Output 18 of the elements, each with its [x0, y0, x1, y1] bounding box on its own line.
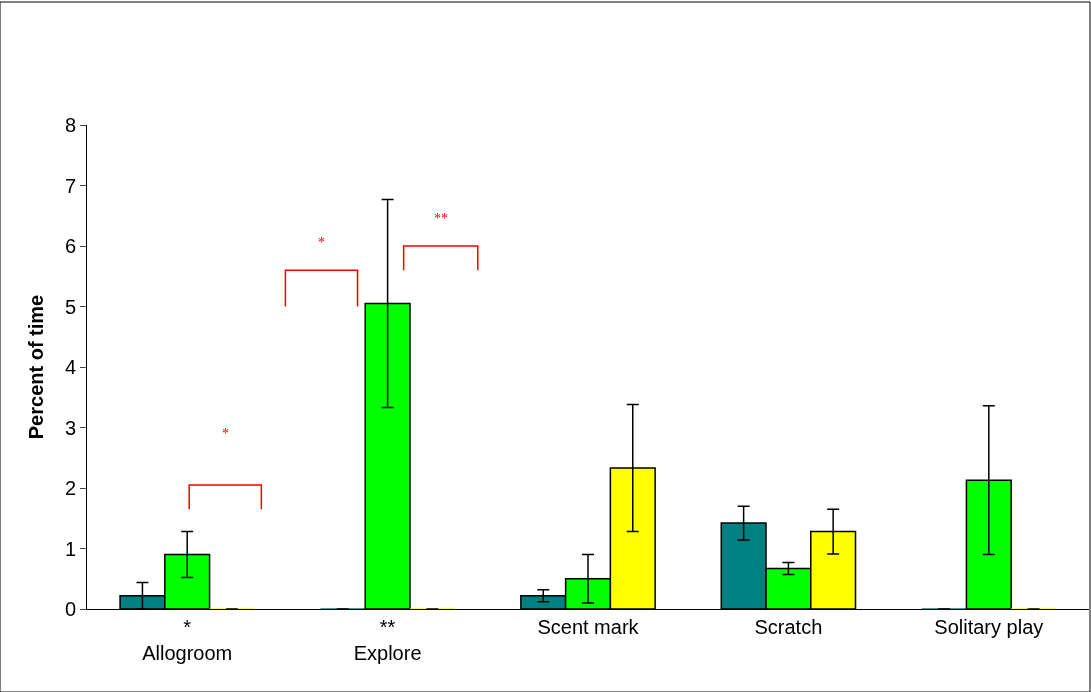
y-tick-label: 5 — [64, 295, 76, 318]
annotation: * — [222, 426, 229, 441]
x-tick-label: Solitary play — [934, 616, 1044, 638]
annotation: * — [318, 235, 325, 250]
x-tick-label: Scent mark — [537, 616, 640, 638]
x-tick-label: Scratch — [754, 616, 823, 638]
y-tick-label: 6 — [64, 235, 76, 257]
y-tick-label: 4 — [64, 356, 76, 378]
y-tick-label: 8 — [64, 114, 76, 136]
x-tick-label: ** Explore — [353, 616, 422, 664]
y-axis-title: Percent of time — [25, 294, 48, 440]
annotation: ** — [434, 211, 448, 226]
y-tick-label: 3 — [64, 416, 76, 439]
x-tick-label: * Allogroom — [142, 616, 233, 664]
y-tick-label: 0 — [64, 598, 76, 620]
y-tick-label: 7 — [64, 174, 76, 197]
y-tick-label: 2 — [64, 477, 76, 499]
y-tick-label: 1 — [64, 537, 76, 560]
